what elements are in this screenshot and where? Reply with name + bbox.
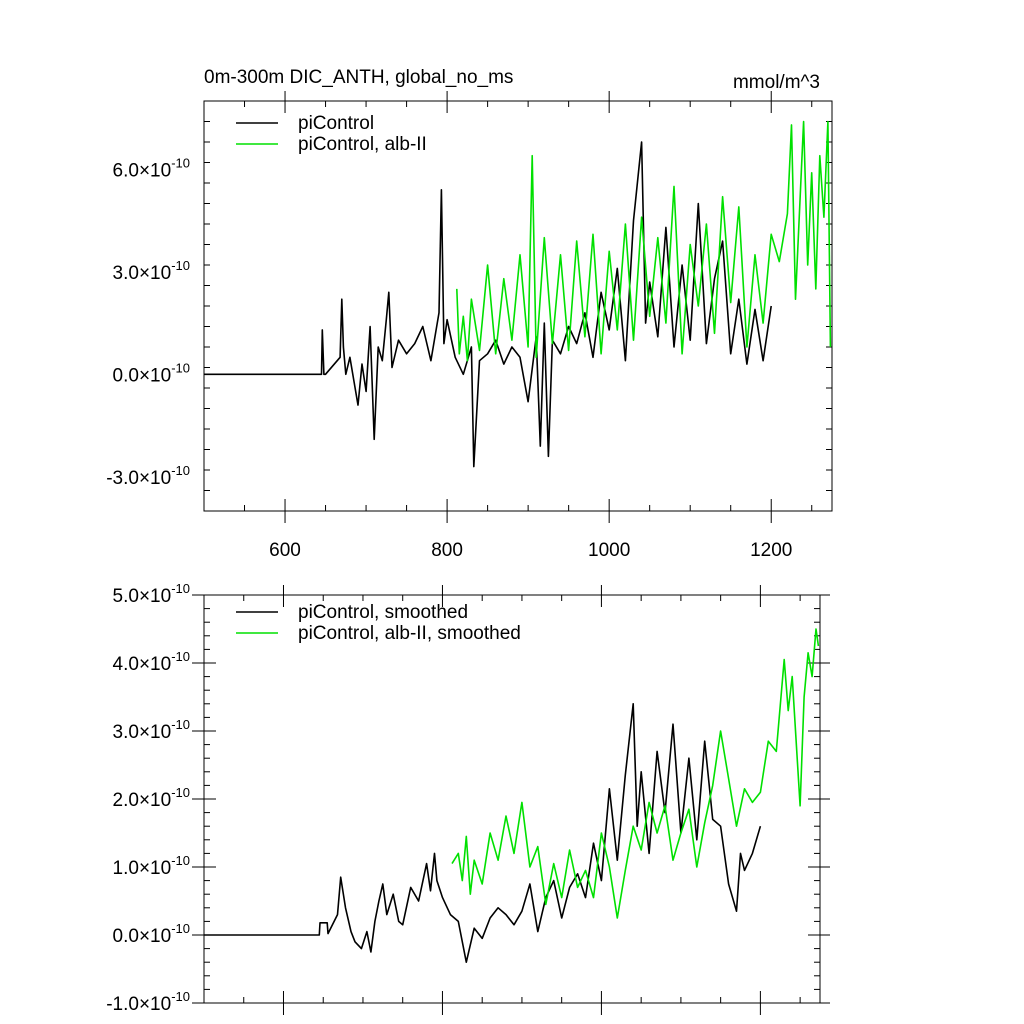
legend-label: piControl, alb-II: [298, 134, 427, 155]
plot-frame: [203, 594, 821, 1004]
legend-label: piControl, alb-II, smoothed: [298, 623, 521, 644]
y-tick-label: 2.0×10-10: [113, 785, 190, 811]
series-line-picontrol-alb-ii: [451, 628, 820, 919]
x-tick-label: 600: [269, 540, 301, 561]
y-tick-label: 4.0×10-10: [113, 649, 190, 675]
series-line-picontrol-alb-ii: [456, 120, 832, 362]
series-line-picontrol: [204, 141, 772, 468]
chart-title: 0m-300m DIC_ANTH, global_no_ms: [204, 67, 513, 88]
x-tick-label: 1000: [588, 540, 630, 561]
units-label: mmol/m^3: [733, 72, 820, 93]
y-tick-label: 3.0×10-10: [113, 258, 190, 284]
y-tick-label: 0.0×10-10: [113, 360, 190, 386]
y-tick-label: -3.0×10-10: [106, 463, 190, 489]
y-tick-label: 5.0×10-10: [113, 581, 190, 607]
top-panel: 600 800 1000 1200 -3.0×10-10 0.0×10-10 3.0×10-…: [106, 91, 833, 561]
bottom-panel: -1.0×10-10 0.0×10-10 1.0×10-10 2.0×10-10 3.0…: [106, 581, 830, 1015]
series-line-picontrol: [204, 702, 762, 964]
y-tick-label: 6.0×10-10: [113, 155, 190, 181]
y-tick-label: 0.0×10-10: [113, 921, 190, 947]
legend-label: piControl, smoothed: [298, 602, 468, 623]
y-tick-label: 3.0×10-10: [113, 717, 190, 743]
legend-label: piControl: [298, 113, 374, 134]
y-tick-label: 1.0×10-10: [113, 853, 190, 879]
x-tick-label: 800: [431, 540, 463, 561]
y-tick-label: -1.0×10-10: [106, 989, 190, 1015]
x-tick-label: 1200: [750, 540, 792, 561]
